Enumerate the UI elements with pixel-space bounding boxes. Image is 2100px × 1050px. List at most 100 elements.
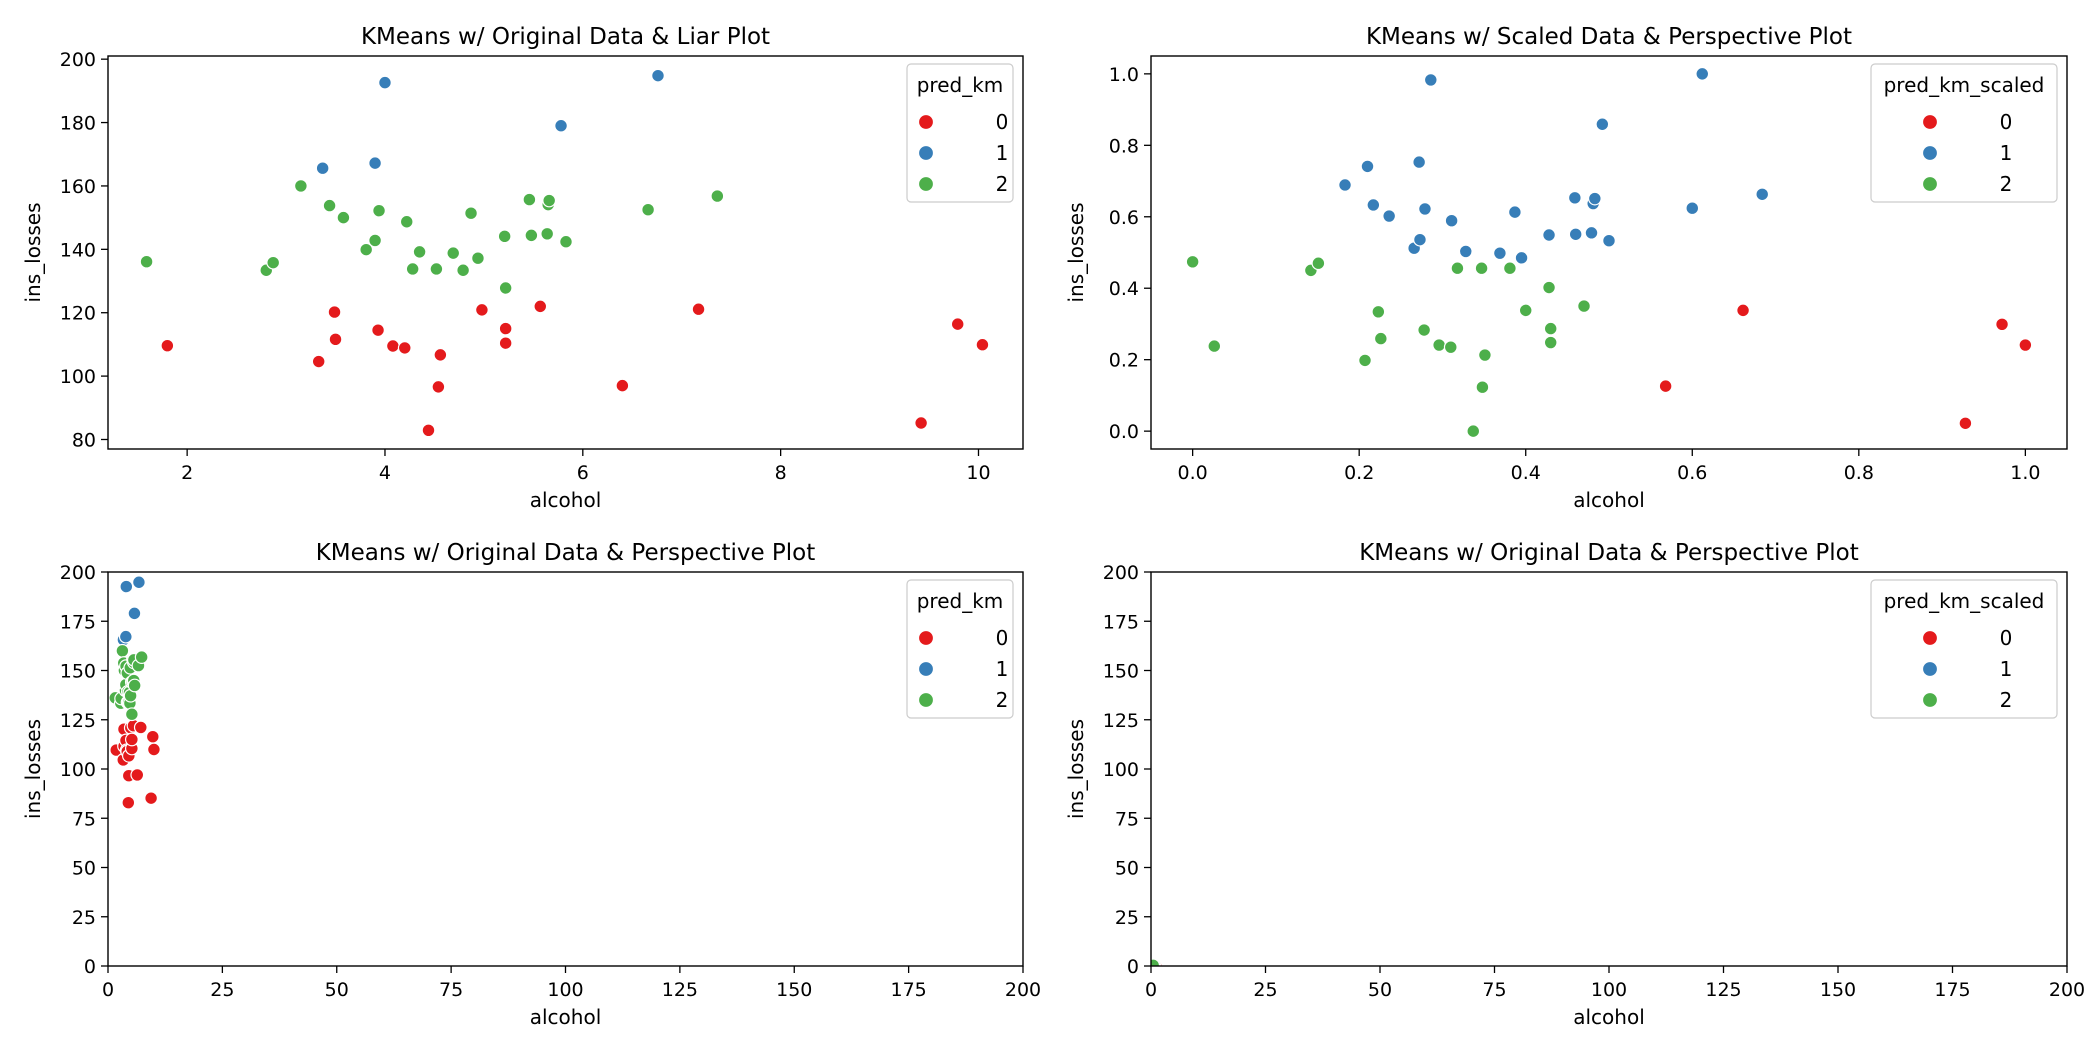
legend-title: pred_km [917, 589, 1004, 613]
y-axis-label: ins_losses [21, 202, 45, 302]
y-tick-label: 50 [1115, 858, 1139, 880]
y-tick-label: 50 [72, 858, 96, 880]
x-tick-label: 0 [1145, 979, 1157, 1001]
scatter-point-cluster-2 [1371, 304, 1386, 319]
legend-label: 0 [2000, 110, 2013, 134]
legend-label: 2 [996, 172, 1009, 196]
scatter-point-cluster-0 [371, 323, 385, 338]
scatter-point-cluster-1 [1418, 202, 1432, 216]
scatter-point-cluster-2 [497, 229, 512, 244]
x-tick-label: 100 [547, 979, 583, 1001]
y-tick-label: 1.0 [1109, 64, 1139, 86]
x-tick-label: 4 [379, 462, 391, 484]
x-tick-label: 200 [1005, 979, 1041, 1001]
y-tick-label: 125 [60, 710, 96, 732]
x-tick-label: 50 [325, 979, 349, 1001]
legend-marker [917, 629, 935, 647]
y-axis-label: ins_losses [1064, 719, 1088, 819]
chart-title: KMeans w/ Original Data & Perspective Pl… [316, 540, 816, 566]
legend-marker [917, 175, 935, 193]
points-layer [1151, 957, 1163, 966]
scatter-point-cluster-0 [431, 379, 446, 394]
y-tick-label: 0 [84, 956, 96, 978]
axes-frame [1150, 571, 2068, 967]
legend-label: 0 [996, 110, 1009, 134]
scatter-point-cluster-0 [130, 768, 145, 782]
scatter-point-cluster-0 [421, 423, 436, 438]
scatter-point-cluster-2 [1543, 335, 1558, 350]
scatter-point-cluster-2 [115, 643, 130, 658]
scatter-point-cluster-0 [147, 742, 161, 757]
legend-marker [917, 691, 935, 709]
scatter-point-cluster-1 [132, 575, 146, 590]
scatter-point-cluster-0 [144, 791, 158, 806]
scatter-point-cluster-1 [1412, 155, 1427, 170]
x-tick-label: 0 [102, 979, 114, 1001]
scatter-point-cluster-0 [133, 720, 148, 735]
legend-marker [1921, 691, 1939, 709]
y-tick-label: 0.2 [1109, 350, 1139, 372]
scatter-point-cluster-2 [266, 255, 281, 270]
scatter-point-cluster-2 [1207, 339, 1222, 354]
scatter-point-cluster-0 [121, 795, 136, 810]
x-tick-label: 200 [2049, 979, 2085, 1001]
x-axis-label: alcohol [1573, 488, 1645, 512]
y-tick-label: 25 [1115, 907, 1139, 929]
scatter-point-cluster-0 [160, 338, 175, 353]
chart-title: KMeans w/ Original Data & Perspective Pl… [1359, 540, 1859, 566]
y-tick-label: 75 [1115, 808, 1139, 830]
y-tick-label: 200 [60, 562, 96, 584]
axes-frame [107, 55, 1024, 450]
scatter-point-cluster-2 [1358, 353, 1372, 368]
scatter-point-cluster-0 [124, 732, 139, 747]
x-tick-label: 100 [1591, 979, 1627, 1001]
points-layer [108, 575, 161, 810]
y-axis-label: ins_losses [1064, 202, 1088, 302]
legend-marker [1921, 660, 1939, 678]
scatter-point-cluster-1 [1685, 201, 1700, 216]
scatter-point-cluster-2 [1443, 340, 1458, 355]
y-tick-label: 180 [60, 113, 96, 135]
x-tick-label: 125 [1705, 979, 1741, 1001]
scatter-point-cluster-1 [1360, 159, 1375, 174]
scatter-point-cluster-1 [1602, 233, 1616, 248]
y-tick-label: 0.4 [1109, 278, 1139, 300]
scatter-point-cluster-2 [322, 198, 337, 213]
scatter-point-cluster-1 [118, 629, 133, 644]
scatter-point-cluster-2 [134, 650, 149, 665]
scatter-point-cluster-0 [533, 299, 548, 314]
scatter-point-cluster-2 [540, 226, 555, 241]
legend-label: 1 [996, 141, 1009, 165]
legend-marker [1921, 629, 1939, 647]
x-tick-label: 50 [1368, 979, 1392, 1001]
legend-marker [1921, 175, 1939, 193]
y-tick-label: 0.0 [1109, 421, 1139, 443]
scatter-point-cluster-2 [1478, 348, 1492, 362]
scatter-point-cluster-2 [127, 678, 142, 693]
scatter-point-cluster-2 [542, 193, 557, 208]
y-tick-label: 80 [72, 429, 96, 451]
scatter-point-cluster-1 [368, 156, 382, 171]
y-tick-label: 140 [60, 239, 96, 261]
legend-label: 2 [2000, 688, 2013, 712]
chart-title: KMeans w/ Scaled Data & Perspective Plot [1366, 24, 1852, 50]
x-axis-label: alcohol [530, 1005, 602, 1029]
x-tick-label: 0.4 [1511, 462, 1541, 484]
scatter-point-cluster-0 [328, 332, 343, 347]
scatter-point-cluster-0 [615, 378, 630, 393]
scatter-point-cluster-2 [524, 228, 539, 243]
y-tick-label: 150 [1103, 661, 1139, 683]
scatter-point-cluster-1 [651, 68, 665, 83]
scatter-point-cluster-2 [1466, 424, 1481, 439]
scatter-point-cluster-0 [1995, 317, 2009, 332]
scatter-point-cluster-0 [397, 340, 412, 355]
scatter-point-cluster-2 [1518, 303, 1533, 318]
scatter-point-cluster-2 [456, 263, 471, 278]
scatter-point-cluster-2 [464, 206, 478, 221]
legend: pred_km 0 1 2 [906, 63, 1014, 203]
points-layer [1185, 66, 2033, 439]
x-tick-label: 0.0 [1178, 462, 1208, 484]
scatter-point-cluster-0 [498, 336, 513, 351]
y-tick-label: 175 [60, 611, 96, 633]
